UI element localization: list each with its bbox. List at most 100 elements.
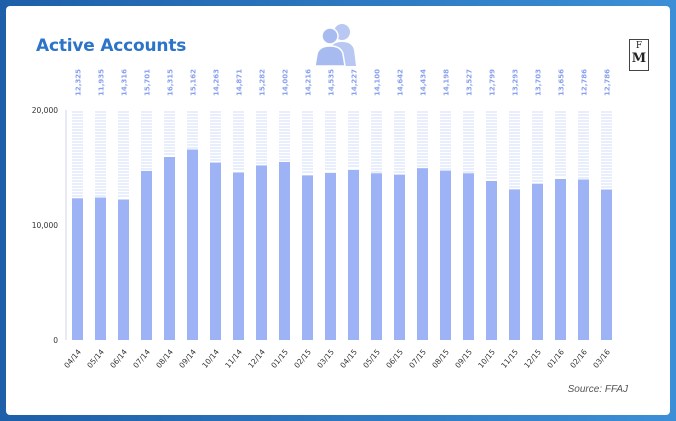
bar [463, 173, 474, 340]
bar-dash-column [509, 111, 520, 188]
chart-card: Active Accounts F M 20,000 10,000 0 12,325 0… [6, 6, 670, 415]
bar [417, 168, 428, 340]
bar [325, 172, 336, 340]
x-tick-label: 08/15 [430, 347, 451, 370]
bar-data-label: 14,002 [282, 69, 290, 96]
bar-data-label: 15,701 [144, 69, 152, 96]
bar-data-label: 14,434 [420, 69, 428, 96]
bar [302, 175, 313, 340]
bar [601, 189, 612, 340]
bar [279, 161, 290, 340]
bar-data-label: 14,642 [397, 69, 405, 96]
x-tick-label: 07/15 [407, 347, 428, 370]
x-tick-label: 12/14 [246, 347, 267, 370]
bar-data-label: 13,703 [535, 69, 543, 96]
bar-data-label: 14,263 [213, 69, 221, 96]
brand-logo: F M [629, 39, 649, 71]
bar [233, 172, 244, 340]
x-tick-label: 07/14 [131, 347, 152, 370]
bar-data-label: 14,227 [351, 69, 359, 96]
bar-chart: 20,000 10,000 0 12,325 04/14 11,935 05/14 14,31… [32, 69, 612, 370]
bar [555, 178, 566, 340]
bar [187, 149, 198, 340]
bar-data-label: 15,282 [259, 69, 267, 96]
bar-dash-column [578, 111, 589, 179]
bar-dash-column [463, 111, 474, 173]
bar-data-label: 16,315 [167, 69, 175, 96]
users-icon [314, 24, 356, 66]
x-tick-label: 04/15 [338, 347, 359, 370]
x-tick-label: 06/15 [384, 347, 405, 370]
x-tick-label: 01/15 [269, 347, 290, 370]
x-tick-label: 03/16 [591, 347, 612, 370]
bar [371, 173, 382, 340]
x-tick-label: 03/15 [315, 347, 336, 370]
bar-dash-column [187, 111, 198, 149]
bar-dash-column [118, 111, 129, 197]
bar-dash-column [256, 111, 267, 164]
bar-data-label: 14,316 [121, 69, 129, 96]
bar-data-label: 14,535 [328, 69, 336, 96]
bar [72, 198, 83, 340]
x-tick-label: 01/16 [545, 347, 566, 370]
bar-data-label: 13,293 [512, 69, 520, 96]
bar-dash-column [302, 111, 313, 173]
y-tick-label: 20,000 [32, 106, 58, 115]
bar-dash-column [371, 111, 382, 173]
bar-dash-column [601, 111, 612, 188]
bar-data-label: 14,216 [305, 69, 313, 96]
bar-data-label: 14,198 [443, 69, 451, 96]
bar-dash-column [440, 111, 451, 170]
x-tick-label: 02/15 [292, 347, 313, 370]
x-tick-label: 11/14 [223, 347, 244, 370]
bar-data-label: 12,786 [604, 69, 612, 96]
bar [578, 179, 589, 340]
bar-dash-column [325, 111, 336, 170]
bar-dash-column [394, 111, 405, 173]
bar [532, 183, 543, 340]
bar-dash-column [141, 111, 152, 170]
bar-dash-column [486, 111, 497, 179]
x-tick-label: 05/14 [85, 347, 106, 370]
bar-dash-column [95, 111, 106, 197]
bar-data-label: 12,799 [489, 69, 497, 96]
bar [509, 189, 520, 340]
bar-dash-column [532, 111, 543, 182]
bar [486, 180, 497, 340]
bar [256, 165, 267, 340]
bar-dash-column [164, 111, 175, 155]
bar-data-label: 13,527 [466, 69, 474, 96]
bar-dash-column [233, 111, 244, 170]
x-tick-label: 11/15 [499, 347, 520, 370]
source-note: Source: FFAJ [567, 384, 628, 395]
bar [210, 162, 221, 340]
bar [95, 197, 106, 340]
bar-data-label: 14,871 [236, 69, 244, 96]
x-tick-label: 10/14 [200, 347, 221, 370]
x-tick-label: 08/14 [154, 347, 175, 370]
x-tick-label: 09/15 [453, 347, 474, 370]
bar-data-label: 15,162 [190, 69, 198, 96]
bar [164, 156, 175, 340]
bar [348, 169, 359, 340]
bar [440, 170, 451, 340]
bar [118, 199, 129, 340]
x-tick-label: 12/15 [522, 347, 543, 370]
bar [141, 170, 152, 340]
chart-title: Active Accounts [36, 36, 187, 56]
bar-dash-column [348, 111, 359, 167]
bar-dash-column [417, 111, 428, 167]
bar-data-label: 14,100 [374, 69, 382, 96]
x-tick-label: 02/16 [568, 347, 589, 370]
bar-data-label: 12,786 [581, 69, 589, 96]
x-tick-label: 04/14 [62, 347, 83, 370]
x-tick-label: 05/15 [361, 347, 382, 370]
bar-dash-column [72, 111, 83, 197]
bar-data-label: 13,656 [558, 69, 566, 96]
bar-dash-column [210, 111, 221, 161]
bar-data-label: 12,325 [75, 69, 83, 96]
x-tick-label: 09/14 [177, 347, 198, 370]
bar [394, 174, 405, 340]
x-tick-label: 06/14 [108, 347, 129, 370]
bar-dash-column [279, 111, 290, 161]
